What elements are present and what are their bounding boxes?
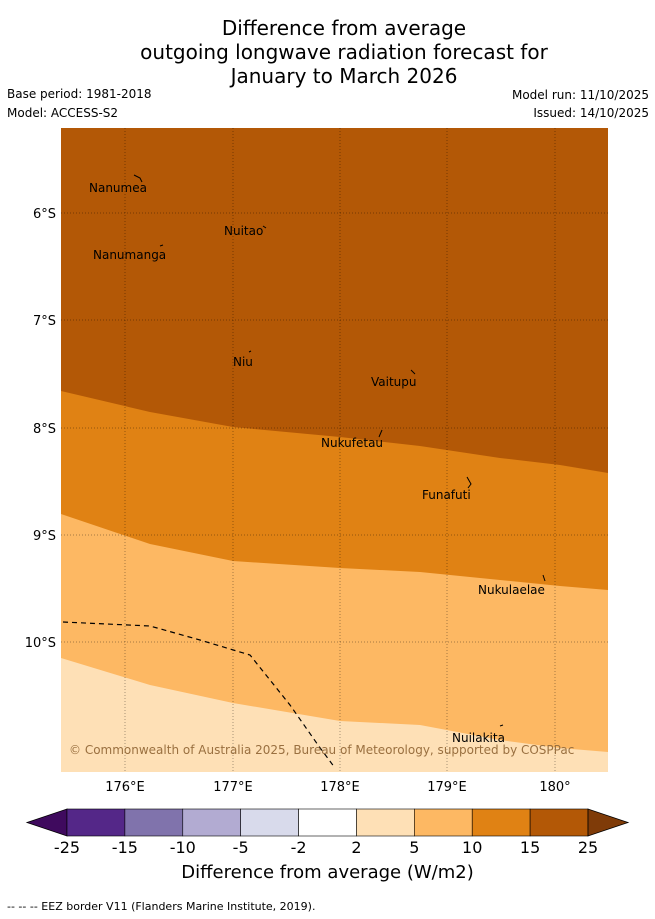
title-line-3: January to March 2026 [230,64,458,88]
lon-label-178e: 178°E [320,780,360,795]
colorbar-segment [298,808,357,837]
place-vaitupu: Vaitupu [371,375,417,389]
colorbar-segment [124,808,184,837]
lat-label-7s: 7°S [33,314,56,329]
band-2-to-5 [61,658,608,772]
lon-label-180: 180° [539,780,570,795]
eez-border-line [62,621,336,769]
lat-label-9s: 9°S [33,529,56,544]
eez-legend: -- -- -- EEZ border V11 (Flanders Marine… [7,900,316,913]
place-funafuti: Funafuti [422,488,471,502]
colorbar [25,808,630,837]
colorbar-extend-high [587,808,630,837]
colorbar-tick-label: 5 [409,838,420,857]
colorbar-tick-label: 10 [462,838,483,857]
colorbar-tick-label: -25 [53,838,81,857]
place-nuitao: Nuitao [224,224,263,238]
colorbar-tick-label: -2 [290,838,307,857]
colorbar-tick-label: 2 [351,838,362,857]
colorbar-tick-label: -15 [111,838,138,857]
colorbar-tick-label: -5 [232,838,249,857]
title-line-2: outgoing longwave radiation forecast for [140,40,548,64]
place-niu: Niu [233,355,253,369]
issued-date: Issued: 14/10/2025 [533,106,649,120]
place-nukufetau: Nukufetau [321,436,383,450]
place-nanumanga: Nanumanga [93,248,166,262]
colorbar-segment [240,808,299,837]
colorbar-segment [471,808,531,837]
colorbar-segment [182,808,241,837]
colorbar-segment [66,808,126,837]
copyright-notice: © Commonwealth of Australia 2025, Bureau… [69,743,574,757]
lon-label-176e: 176°E [105,780,145,795]
colorbar-tick-label: -10 [169,838,196,857]
lat-label-10s: 10°S [25,636,56,651]
chart-title: Difference from average outgoing longwav… [0,16,655,88]
lat-label-6s: 6°S [33,207,56,222]
island-outlines [133,174,546,727]
title-line-1: Difference from average [221,16,467,40]
model-run: Model run: 11/10/2025 [511,88,649,102]
place-nukulaelae: Nukulaelae [478,583,545,597]
place-nuilakita: Nuilakita [452,731,505,745]
base-period: Base period: 1981-2018 [7,87,152,101]
place-nanumea: Nanumea [89,181,147,195]
lon-label-177e: 177°E [213,780,253,795]
lon-label-179e: 179°E [427,780,467,795]
colorbar-segment [529,808,589,837]
colorbar-segment [414,808,473,837]
lat-label-8s: 8°S [33,422,56,437]
model-name: Model: ACCESS-S2 [7,106,119,120]
colorbar-segment [356,808,415,837]
colorbar-tick-label: 25 [577,838,599,857]
graticule [61,128,608,772]
colorbar-label: Difference from average (W/m2) [181,862,474,883]
colorbar-extend-low [25,808,68,837]
colorbar-tick-label: 15 [519,838,541,857]
